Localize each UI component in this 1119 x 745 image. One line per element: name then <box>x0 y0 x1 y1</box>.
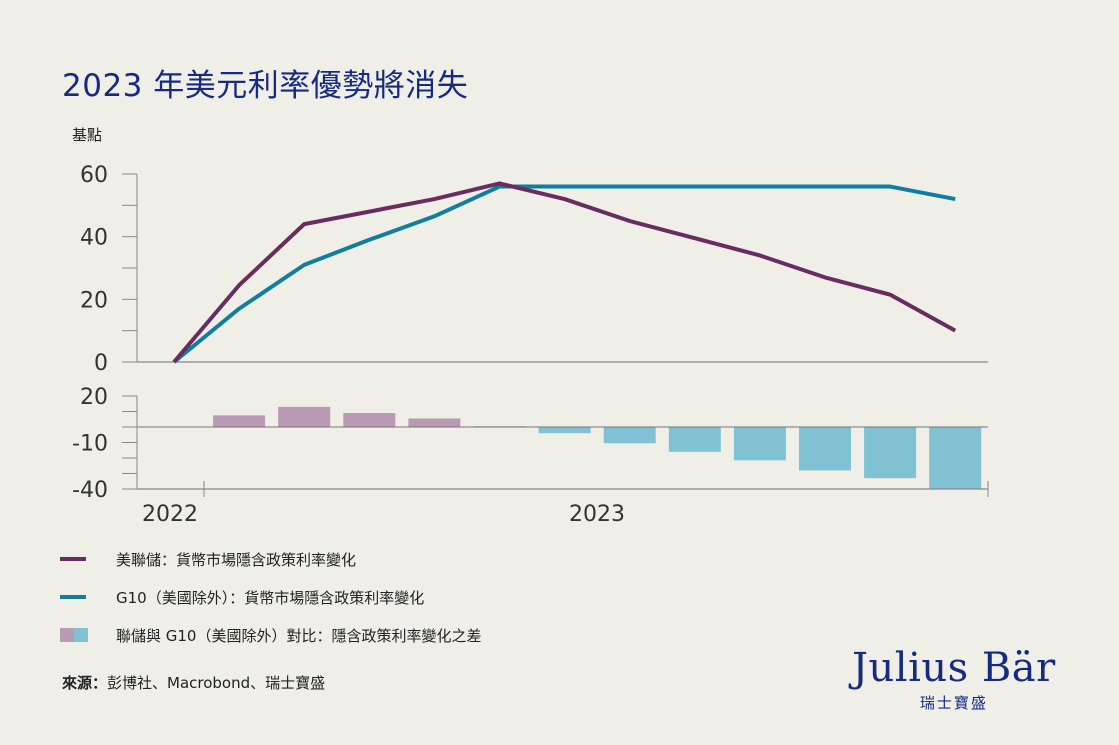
y-tick-label: -10 <box>72 432 108 457</box>
diff-bar <box>668 427 721 452</box>
y-axis-label: 基點 <box>72 126 103 144</box>
julius-baer-logo: Julius Bär 瑞士寶盛 <box>852 646 1056 713</box>
diff-bar <box>278 406 331 427</box>
y-tick-label: 0 <box>94 351 108 376</box>
legend-label: G10（美國除外）：貨幣市場隱含政策利率變化 <box>116 588 425 607</box>
diff-bar <box>603 427 656 444</box>
logo-wordmark: Julius Bär <box>852 645 1056 691</box>
diff-bar <box>538 427 591 434</box>
source-label: 來源： <box>62 674 108 692</box>
chart-title: 2023 年美元利率優勢將消失 <box>62 68 469 104</box>
diff-bar <box>343 413 396 427</box>
diff-bar <box>929 427 982 489</box>
diff-bar <box>799 427 851 471</box>
g10-line-swatch <box>60 595 86 599</box>
logo-subtitle: 瑞士寶盛 <box>919 694 988 712</box>
legend-item-fed: 美聯儲：貨幣市場隱含政策利率變化 <box>60 540 481 578</box>
source-text: 彭博社、Macrobond、瑞士寶盛 <box>107 674 326 692</box>
source-note: 來源：彭博社、Macrobond、瑞士寶盛 <box>62 672 325 693</box>
legend-item-diff: 聯儲與 G10（美國除外）對比：隱含政策利率變化之差 <box>60 616 481 654</box>
y-tick-label: -40 <box>72 478 108 503</box>
diff-bar <box>864 427 917 479</box>
x-tick-label: 2023 <box>569 502 625 527</box>
y-tick-label: 20 <box>80 385 108 410</box>
x-tick-label: 2022 <box>142 502 198 527</box>
fed-line <box>172 181 957 364</box>
legend: 美聯儲：貨幣市場隱含政策利率變化 G10（美國除外）：貨幣市場隱含政策利率變化 … <box>60 540 481 654</box>
legend-label: 美聯儲：貨幣市場隱含政策利率變化 <box>116 550 357 569</box>
fed-line-swatch <box>60 557 86 561</box>
diff-bar <box>733 427 786 461</box>
y-tick-label: 20 <box>80 288 108 313</box>
y-tick-label: 60 <box>80 163 108 188</box>
y-tick-label: 40 <box>80 226 108 251</box>
g10-line <box>172 184 956 364</box>
diff-bar-swatch <box>60 628 88 642</box>
diff-bar <box>213 415 266 427</box>
legend-item-g10: G10（美國除外）：貨幣市場隱含政策利率變化 <box>60 578 481 616</box>
legend-label: 聯儲與 G10（美國除外）對比：隱含政策利率變化之差 <box>116 626 482 645</box>
diff-bar <box>408 418 461 427</box>
